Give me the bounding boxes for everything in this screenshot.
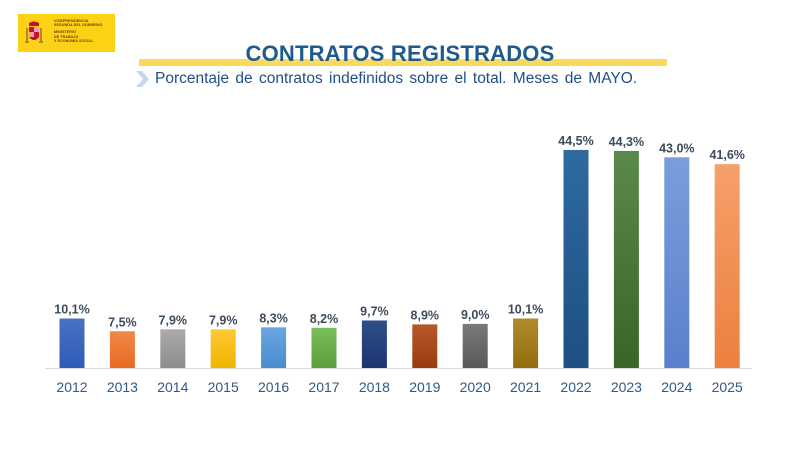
page-title: CONTRATOS REGISTRADOS bbox=[245, 41, 555, 66]
data-label-2015: 7,9% bbox=[209, 313, 238, 327]
bar-2016 bbox=[261, 327, 287, 368]
x-tick-label-2013: 2013 bbox=[107, 379, 138, 395]
ministry-logo: VICEPRESIDENCIA SEGUNDA DEL GOBIERNO MIN… bbox=[18, 14, 115, 52]
x-tick-label-2024: 2024 bbox=[661, 379, 692, 395]
data-label-2020: 9,0% bbox=[461, 308, 490, 322]
bar-2014 bbox=[160, 329, 186, 368]
page-subtitle: Porcentaje de contratos indefinidos sobr… bbox=[155, 70, 638, 87]
data-label-2021: 10,1% bbox=[508, 303, 543, 317]
bar-2013 bbox=[109, 331, 135, 368]
data-label-2017: 8,2% bbox=[310, 312, 339, 326]
x-tick-label-2014: 2014 bbox=[157, 379, 188, 395]
x-tick-label-2022: 2022 bbox=[560, 379, 591, 395]
x-tick-label-2018: 2018 bbox=[359, 379, 390, 395]
data-label-2023: 44,3% bbox=[609, 135, 644, 149]
logo-line: MINISTERIO bbox=[54, 30, 76, 35]
logo-line: VICEPRESIDENCIA bbox=[54, 19, 89, 23]
data-label-2016: 8,3% bbox=[259, 311, 288, 325]
data-label-2013: 7,5% bbox=[108, 315, 137, 329]
x-tick-label-2021: 2021 bbox=[510, 379, 541, 395]
x-tick-label-2025: 2025 bbox=[712, 379, 743, 395]
bar-2017 bbox=[311, 327, 337, 368]
bar-2023 bbox=[613, 150, 639, 368]
bar-2018 bbox=[361, 320, 387, 368]
x-tick-label-2015: 2015 bbox=[208, 379, 239, 395]
x-tick-label-2019: 2019 bbox=[409, 379, 440, 395]
data-label-2014: 7,9% bbox=[159, 313, 188, 327]
title-underline-band bbox=[139, 59, 667, 66]
data-label-2024: 43,0% bbox=[659, 141, 694, 155]
coat-of-arms-icon bbox=[25, 21, 43, 43]
x-tick-label-2012: 2012 bbox=[56, 379, 87, 395]
data-label-2012: 10,1% bbox=[54, 303, 89, 317]
subtitle-row: Porcentaje de contratos indefinidos sobr… bbox=[136, 70, 637, 88]
bar-2019 bbox=[412, 324, 438, 368]
x-tick-label-2016: 2016 bbox=[258, 379, 289, 395]
chevron-right-icon bbox=[136, 71, 149, 87]
bar-2024 bbox=[664, 157, 690, 368]
bar-2021 bbox=[513, 318, 539, 368]
data-label-2022: 44,5% bbox=[558, 134, 593, 148]
x-tick-label-2023: 2023 bbox=[611, 379, 642, 395]
bar-2020 bbox=[462, 323, 488, 368]
logo-line: Y ECONOMÍA SOCIAL bbox=[54, 38, 94, 43]
logo-line: DE TRABAJO bbox=[54, 34, 79, 39]
x-tick-label-2017: 2017 bbox=[308, 379, 339, 395]
bar-2022 bbox=[563, 149, 589, 368]
data-label-2018: 9,7% bbox=[360, 304, 389, 318]
data-label-2025: 41,6% bbox=[709, 148, 744, 162]
x-tick-label-2020: 2020 bbox=[460, 379, 491, 395]
bar-2012 bbox=[59, 318, 85, 368]
data-label-2019: 8,9% bbox=[411, 308, 440, 322]
bar-2015 bbox=[210, 329, 236, 368]
bar-2025 bbox=[714, 164, 740, 368]
logo-line: SEGUNDA DEL GOBIERNO bbox=[54, 23, 103, 28]
